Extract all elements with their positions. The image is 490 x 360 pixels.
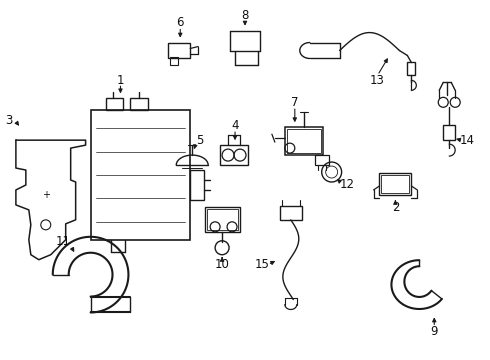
Bar (105, 98, 123, 110)
Text: +: + (42, 190, 50, 200)
Bar (207, 209, 238, 230)
Text: 13: 13 (370, 74, 385, 87)
Text: 1: 1 (117, 74, 124, 87)
Text: 12: 12 (340, 179, 355, 192)
Text: 9: 9 (431, 325, 438, 338)
Text: 8: 8 (241, 9, 249, 22)
Bar (220, 145, 248, 165)
Bar (171, 58, 178, 66)
Text: 3: 3 (5, 114, 13, 127)
Bar (91, 110, 190, 240)
Text: 4: 4 (231, 119, 239, 132)
Bar (285, 127, 323, 155)
Bar (443, 125, 455, 140)
Text: 2: 2 (392, 201, 399, 215)
Bar (205, 207, 240, 232)
Bar (280, 206, 302, 220)
Text: 11: 11 (55, 235, 70, 248)
Bar (287, 129, 321, 153)
Text: 7: 7 (291, 96, 298, 109)
Bar (130, 98, 148, 110)
Bar (168, 42, 190, 58)
Text: 6: 6 (176, 16, 184, 29)
Bar (407, 62, 416, 75)
Bar (379, 173, 412, 195)
Text: 14: 14 (460, 134, 475, 147)
Bar (382, 175, 409, 193)
Bar (190, 170, 204, 200)
Bar (315, 155, 329, 165)
Text: 15: 15 (254, 258, 270, 271)
Text: 10: 10 (215, 258, 229, 271)
Text: 5: 5 (196, 134, 204, 147)
